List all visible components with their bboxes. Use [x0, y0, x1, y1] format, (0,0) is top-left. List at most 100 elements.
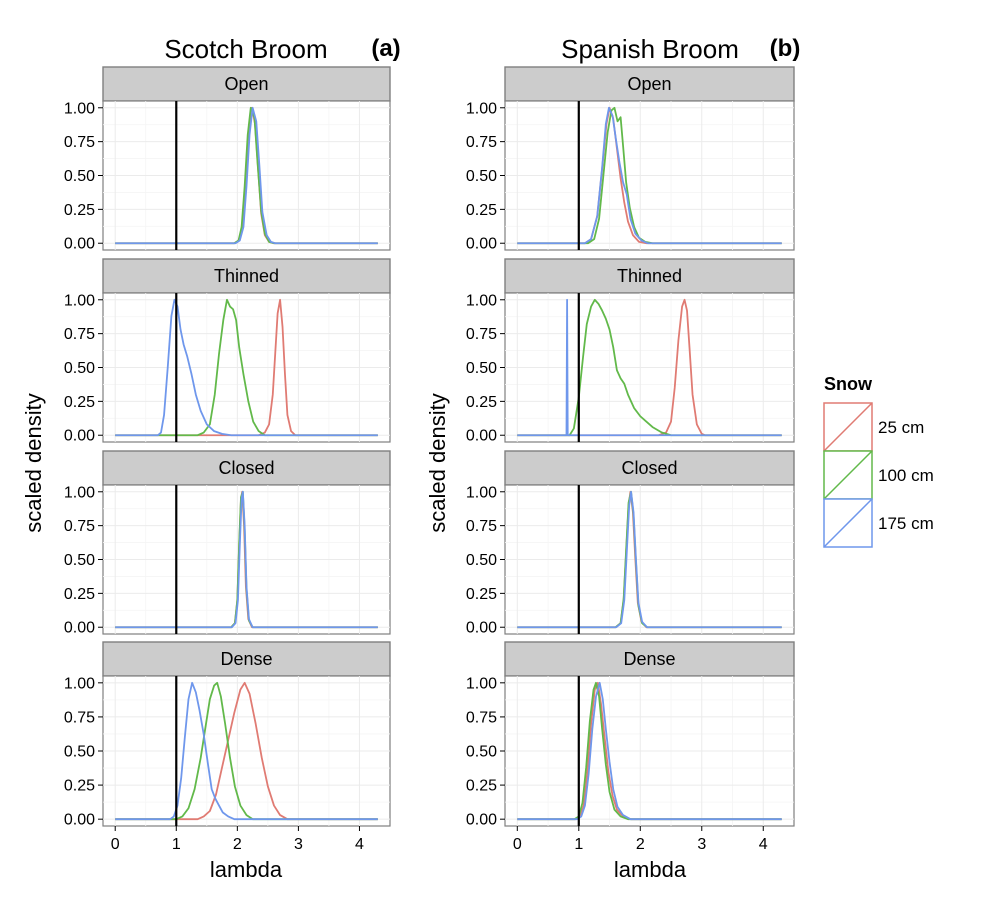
y-tick-label: 0.75 — [466, 518, 497, 535]
legend-swatch-diagonal — [823, 498, 873, 548]
x-tick-label: 1 — [172, 836, 181, 853]
x-tick-label: 3 — [294, 836, 303, 853]
y-tick-label: 1.00 — [466, 292, 497, 309]
facet-panel: Open 0.00 0.25 0.50 0.75 1.00 — [466, 66, 795, 253]
y-tick-label: 0.00 — [466, 812, 497, 829]
facet-panels: Open 0.00 0.25 0.50 0.75 1.00 Thinned 0.00 0.25 0… — [64, 66, 795, 853]
series-line-175-cm — [517, 681, 782, 821]
legend-key: 25 cm — [823, 402, 924, 452]
facet-strip-label: Closed — [621, 458, 677, 478]
series-line-175-cm — [517, 490, 782, 629]
y-tick-label: 0.75 — [64, 134, 95, 151]
y-tick-label: 0.75 — [466, 326, 497, 343]
y-tick-label: 0.00 — [64, 812, 95, 829]
y-tick-label: 0.50 — [466, 744, 497, 761]
y-tick-label: 0.00 — [466, 428, 497, 445]
series-line-25-cm — [115, 298, 378, 437]
y-tick-label: 0.00 — [466, 236, 497, 253]
legend-title: Snow — [824, 374, 873, 394]
y-tick-label: 0.00 — [466, 620, 497, 637]
facet-strip — [102, 258, 391, 294]
legend-swatch-diagonal — [823, 402, 873, 452]
y-tick-label: 1.00 — [466, 484, 497, 501]
y-tick-label: 0.50 — [466, 360, 497, 377]
series-line-25-cm — [115, 681, 378, 821]
facet-panel: Dense 0.00 0.25 0.50 0.75 1.00 0 1 2 3 4 — [64, 641, 391, 853]
series-line-175-cm — [517, 106, 782, 245]
legend-label: 25 cm — [878, 418, 924, 437]
series-line-100-cm — [517, 298, 782, 437]
y-tick-label: 0.75 — [64, 709, 95, 726]
y-tick-label: 0.00 — [64, 236, 95, 253]
series-line-175-cm — [115, 298, 378, 437]
xlabel-spanish: lambda — [614, 857, 687, 882]
y-tick-label: 0.50 — [64, 168, 95, 185]
y-tick-label: 0.25 — [466, 394, 497, 411]
facet-strip — [504, 258, 795, 294]
series-line-175-cm — [115, 490, 378, 629]
facet-strip-label: Closed — [218, 458, 274, 478]
x-tick-label: 2 — [636, 836, 645, 853]
y-tick-label: 1.00 — [466, 100, 497, 117]
legend-swatch-diagonal — [823, 450, 873, 500]
y-tick-label: 0.25 — [64, 394, 95, 411]
facet-strip — [102, 641, 391, 677]
x-tick-label: 3 — [697, 836, 706, 853]
y-tick-label: 0.50 — [64, 744, 95, 761]
facet-strip-label: Open — [627, 74, 671, 94]
y-tick-label: 0.75 — [466, 709, 497, 726]
y-tick-label: 1.00 — [466, 675, 497, 692]
facet-panel: Dense 0.00 0.25 0.50 0.75 1.00 0 1 2 3 4 — [466, 641, 795, 853]
ylabel-spanish: scaled density — [425, 393, 450, 532]
y-tick-label: 1.00 — [64, 292, 95, 309]
facet-panel: Thinned 0.00 0.25 0.50 0.75 1.00 — [466, 258, 795, 445]
legend-label: 100 cm — [878, 466, 934, 485]
x-tick-label: 1 — [574, 836, 583, 853]
facet-strip — [102, 450, 391, 486]
col-tag-a: (a) — [371, 35, 400, 62]
grid — [103, 485, 390, 634]
grid — [103, 101, 390, 250]
y-tick-label: 1.00 — [64, 484, 95, 501]
series-line-100-cm — [115, 681, 378, 821]
facet-panel: Open 0.00 0.25 0.50 0.75 1.00 — [64, 66, 391, 253]
facet-strip — [504, 66, 795, 102]
y-tick-label: 0.25 — [64, 778, 95, 795]
y-tick-label: 0.25 — [64, 586, 95, 603]
y-tick-label: 0.50 — [64, 552, 95, 569]
x-tick-label: 0 — [111, 836, 120, 853]
y-tick-label: 0.00 — [64, 428, 95, 445]
y-tick-label: 1.00 — [64, 675, 95, 692]
series-line-25-cm — [517, 681, 782, 821]
legend-label: 175 cm — [878, 514, 934, 533]
x-tick-label: 4 — [355, 836, 364, 853]
y-tick-label: 0.00 — [64, 620, 95, 637]
x-tick-label: 0 — [513, 836, 522, 853]
col-title-scotch: Scotch Broom — [164, 34, 327, 64]
col-title-spanish: Spanish Broom — [561, 34, 739, 64]
series-line-175-cm — [115, 681, 378, 821]
ylabel-scotch: scaled density — [21, 393, 46, 532]
facet-strip-label: Thinned — [214, 266, 279, 286]
facet-strip-label: Dense — [623, 649, 675, 669]
facet-panel: Closed 0.00 0.25 0.50 0.75 1.00 — [466, 450, 795, 637]
legend: Snow 25 cm 100 cm 175 cm — [823, 374, 934, 548]
facet-panel: Thinned 0.00 0.25 0.50 0.75 1.00 — [64, 258, 391, 445]
y-tick-label: 0.75 — [64, 326, 95, 343]
legend-keys: 25 cm 100 cm 175 cm — [823, 402, 934, 548]
facet-strip-label: Dense — [220, 649, 272, 669]
series-line-175-cm — [517, 298, 782, 437]
facet-panel: Closed 0.00 0.25 0.50 0.75 1.00 — [64, 450, 391, 637]
x-tick-label: 2 — [233, 836, 242, 853]
series-line-25-cm — [517, 298, 782, 437]
facet-strip — [504, 450, 795, 486]
y-tick-label: 1.00 — [64, 100, 95, 117]
legend-key: 175 cm — [823, 498, 934, 548]
y-tick-label: 0.75 — [466, 134, 497, 151]
facet-strip-label: Open — [224, 74, 268, 94]
y-tick-label: 0.50 — [466, 168, 497, 185]
y-tick-label: 0.25 — [466, 586, 497, 603]
facet-strip — [102, 66, 391, 102]
facet-strip-label: Thinned — [617, 266, 682, 286]
